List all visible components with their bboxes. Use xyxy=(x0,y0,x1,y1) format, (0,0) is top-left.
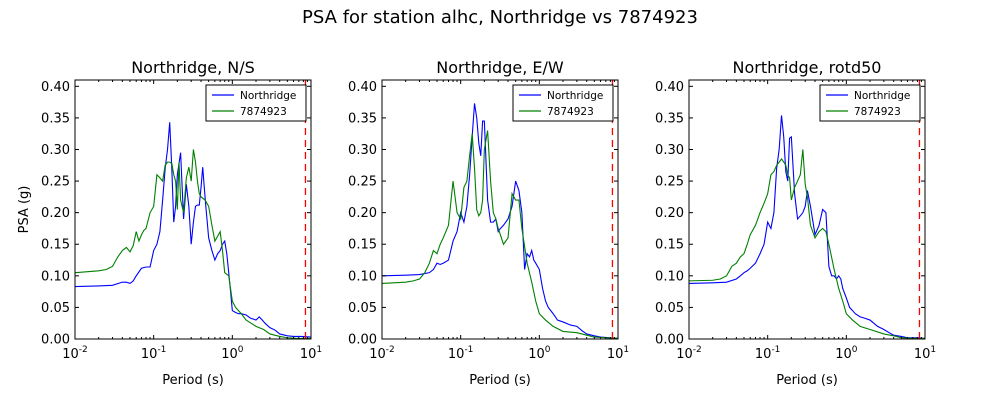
y-tick-label: 0.15 xyxy=(655,238,684,253)
subplot-rotd50: Northridge, rotd50 0.00 0.05 0.10 0.15 0.20 0.… xyxy=(655,58,936,388)
x-tick-label: 10-2 xyxy=(62,345,88,362)
y-tick-label: 0.15 xyxy=(41,238,70,253)
series-line-northridge xyxy=(75,122,311,338)
series-line-synthetic xyxy=(689,149,925,339)
axes-frame xyxy=(381,79,619,340)
series-line-synthetic xyxy=(75,149,311,339)
series-line-northridge xyxy=(382,103,618,339)
y-tick-label: 0.35 xyxy=(655,111,684,126)
legend: Northridge 7874923 xyxy=(512,84,614,122)
x-tick-label: 10-1 xyxy=(755,345,781,362)
y-tick-label: 0.20 xyxy=(655,206,684,221)
y-tick-label: 0.25 xyxy=(348,175,377,190)
x-tick-label: 10-2 xyxy=(369,345,395,362)
legend: Northridge 7874923 xyxy=(819,84,921,122)
x-axis-label: Period (s) xyxy=(776,373,838,388)
x-tick-label: 10-1 xyxy=(448,345,474,362)
series-line-synthetic xyxy=(382,130,618,339)
legend-box xyxy=(819,84,921,122)
y-tick-label: 0.10 xyxy=(41,269,70,284)
legend-label: 7874923 xyxy=(240,106,287,118)
axes-frame xyxy=(688,79,926,340)
legend-label: 7874923 xyxy=(854,106,901,118)
axes-frame xyxy=(74,79,312,340)
y-tick-label: 0.25 xyxy=(655,175,684,190)
y-tick-label: 0.05 xyxy=(41,301,70,316)
y-tick-label: 0.40 xyxy=(41,80,70,95)
x-tick-label: 101 xyxy=(607,345,629,362)
y-tick-label: 0.40 xyxy=(348,80,377,95)
x-tick-label: 101 xyxy=(914,345,936,362)
x-tick-label: 100 xyxy=(835,345,858,362)
x-tick-label: 101 xyxy=(300,345,322,362)
y-tick-label: 0.20 xyxy=(41,206,70,221)
legend-label: Northridge xyxy=(854,90,910,102)
y-tick-label: 0.40 xyxy=(655,80,684,95)
y-tick-label: 0.30 xyxy=(655,143,684,158)
series-line-northridge xyxy=(689,115,925,339)
legend-label: Northridge xyxy=(240,90,296,102)
x-tick-label: 100 xyxy=(528,345,551,362)
legend-box xyxy=(512,84,614,122)
y-axis-label: PSA (g) xyxy=(17,186,32,234)
y-tick-label: 0.15 xyxy=(348,238,377,253)
subplot-ns: Northridge, N/S 0.00 0.05 0.10 0.15 0.20 0.25 0… xyxy=(17,58,322,388)
y-tick-label: 0.00 xyxy=(41,333,70,348)
x-tick-label: 10-1 xyxy=(141,345,167,362)
x-axis-label: Period (s) xyxy=(469,373,531,388)
x-axis-label: Period (s) xyxy=(162,373,224,388)
x-tick-label: 100 xyxy=(221,345,244,362)
y-tick-label: 0.00 xyxy=(655,333,684,348)
y-tick-label: 0.35 xyxy=(41,111,70,126)
legend-label: 7874923 xyxy=(547,106,594,118)
legend-box xyxy=(205,84,307,122)
y-tick-label: 0.25 xyxy=(41,175,70,190)
legend: Northridge 7874923 xyxy=(205,84,307,122)
y-tick-label: 0.00 xyxy=(348,333,377,348)
subplot-title: Northridge, N/S xyxy=(131,58,255,77)
subplot-ew: Northridge, E/W 0.00 0.05 0.10 0.15 0.20 0.25 0… xyxy=(348,58,629,388)
subplot-title: Northridge, E/W xyxy=(436,58,564,77)
y-tick-label: 0.05 xyxy=(655,301,684,316)
y-tick-label: 0.10 xyxy=(348,269,377,284)
y-tick-label: 0.35 xyxy=(348,111,377,126)
y-tick-label: 0.05 xyxy=(348,301,377,316)
y-tick-label: 0.30 xyxy=(348,143,377,158)
y-tick-label: 0.10 xyxy=(655,269,684,284)
figure-suptitle: PSA for station alhc, Northridge vs 7874… xyxy=(302,7,698,28)
x-tick-label: 10-2 xyxy=(676,345,702,362)
subplot-title: Northridge, rotd50 xyxy=(733,58,882,77)
y-tick-label: 0.20 xyxy=(348,206,377,221)
legend-label: Northridge xyxy=(547,90,603,102)
y-tick-label: 0.30 xyxy=(41,143,70,158)
